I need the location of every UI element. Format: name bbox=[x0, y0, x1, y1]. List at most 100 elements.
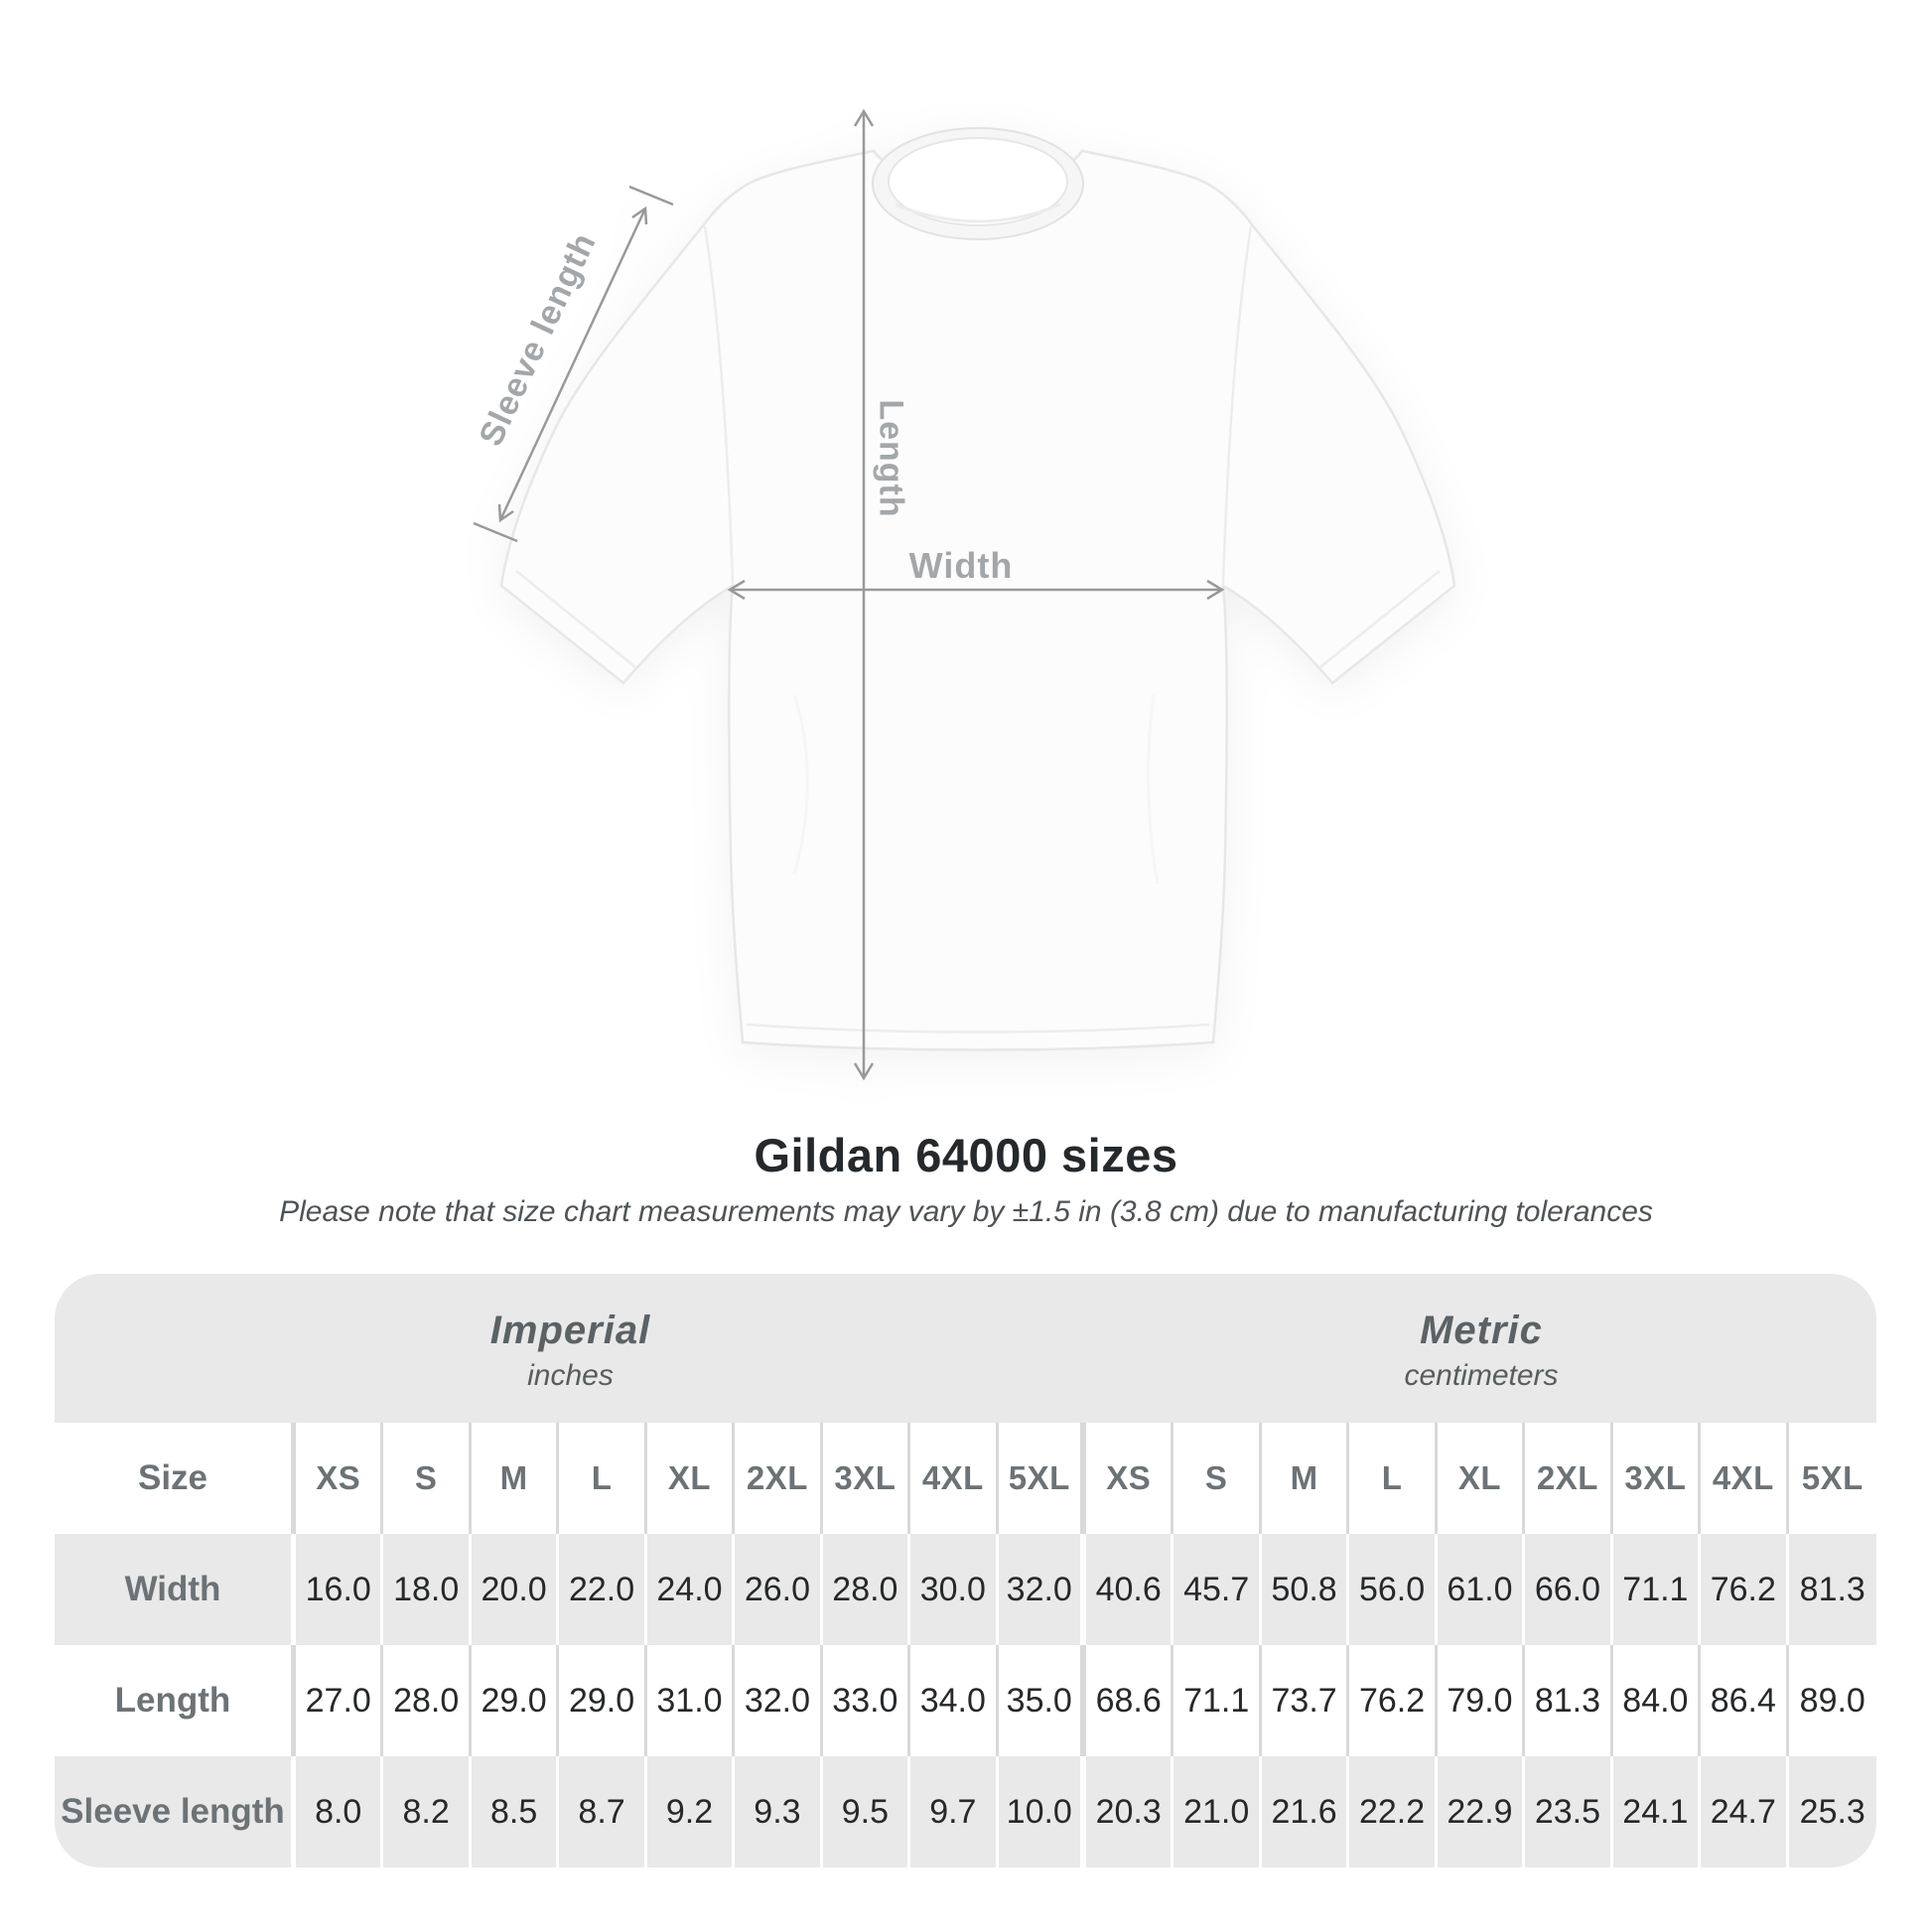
value-cell: 76.2 bbox=[1701, 1534, 1789, 1645]
page-title: Gildan 64000 sizes bbox=[754, 1129, 1178, 1181]
size-header: 2XL bbox=[1525, 1423, 1613, 1534]
size-header: S bbox=[383, 1423, 472, 1534]
value-cell: 9.2 bbox=[646, 1756, 736, 1867]
value-cell: 35.0 bbox=[998, 1645, 1086, 1756]
value-cell: 66.0 bbox=[1525, 1534, 1613, 1645]
value-cell: 89.0 bbox=[1788, 1645, 1876, 1756]
shirt-seams bbox=[515, 225, 1441, 1034]
value-cell: 84.0 bbox=[1612, 1645, 1702, 1756]
value-cell: 32.0 bbox=[735, 1645, 823, 1756]
table-row-length: Length 27.0 28.0 29.0 29.0 31.0 32.0 33.… bbox=[55, 1645, 1876, 1756]
value-cell: 28.0 bbox=[822, 1534, 911, 1645]
value-cell: 33.0 bbox=[822, 1645, 911, 1756]
value-cell: 8.5 bbox=[471, 1756, 560, 1867]
value-cell: 71.1 bbox=[1612, 1534, 1702, 1645]
value-cell: 50.8 bbox=[1261, 1534, 1350, 1645]
value-cell: 32.0 bbox=[998, 1534, 1086, 1645]
value-cell: 30.0 bbox=[910, 1534, 999, 1645]
value-cell: 34.0 bbox=[910, 1645, 999, 1756]
value-cell: 73.7 bbox=[1261, 1645, 1350, 1756]
size-header: 4XL bbox=[910, 1423, 999, 1534]
imperial-header: Imperial inches bbox=[55, 1274, 1086, 1423]
size-header: M bbox=[471, 1423, 560, 1534]
size-header: XS bbox=[1085, 1423, 1174, 1534]
value-cell: 81.3 bbox=[1788, 1534, 1876, 1645]
value-cell: 29.0 bbox=[471, 1645, 560, 1756]
tshirt-graphic bbox=[473, 108, 1456, 1081]
value-cell: 18.0 bbox=[383, 1534, 472, 1645]
value-cell: 22.0 bbox=[559, 1534, 647, 1645]
value-cell: 29.0 bbox=[559, 1645, 647, 1756]
imperial-title: Imperial bbox=[489, 1308, 651, 1352]
size-column-header: Size bbox=[55, 1423, 296, 1534]
value-cell: 8.0 bbox=[296, 1756, 384, 1867]
value-cell: 9.7 bbox=[910, 1756, 999, 1867]
size-header: XL bbox=[646, 1423, 736, 1534]
size-header: M bbox=[1261, 1423, 1350, 1534]
width-measure-arrow bbox=[727, 579, 1225, 601]
unit-header-band: Imperial inches Metric centimeters bbox=[55, 1274, 1876, 1423]
size-header: 3XL bbox=[1612, 1423, 1702, 1534]
collar-shadow bbox=[895, 203, 1061, 223]
value-cell: 61.0 bbox=[1437, 1534, 1526, 1645]
size-header: XL bbox=[1437, 1423, 1526, 1534]
value-cell: 8.2 bbox=[383, 1756, 472, 1867]
metric-header: Metric centimeters bbox=[1086, 1274, 1876, 1423]
size-header: L bbox=[1349, 1423, 1438, 1534]
value-cell: 20.3 bbox=[1085, 1756, 1174, 1867]
value-cell: 21.0 bbox=[1173, 1756, 1262, 1867]
page-subtitle: Please note that size chart measurements… bbox=[279, 1195, 1653, 1228]
value-cell: 31.0 bbox=[646, 1645, 736, 1756]
value-cell: 20.0 bbox=[471, 1534, 560, 1645]
value-cell: 22.9 bbox=[1437, 1756, 1526, 1867]
value-cell: 21.6 bbox=[1261, 1756, 1350, 1867]
size-header: XS bbox=[296, 1423, 384, 1534]
tshirt-measurement-figure: Sleeve length Length Width bbox=[472, 108, 1456, 1081]
imperial-unit: inches bbox=[527, 1358, 614, 1392]
length-label: Length bbox=[872, 399, 910, 518]
row-label: Width bbox=[55, 1534, 296, 1645]
value-cell: 27.0 bbox=[296, 1645, 384, 1756]
sleeve-length-measure-arrow bbox=[473, 185, 674, 543]
value-cell: 45.7 bbox=[1173, 1534, 1262, 1645]
value-cell: 71.1 bbox=[1173, 1645, 1262, 1756]
size-header: 5XL bbox=[1788, 1423, 1876, 1534]
size-header: S bbox=[1173, 1423, 1262, 1534]
value-cell: 40.6 bbox=[1085, 1534, 1174, 1645]
size-table: Imperial inches Metric centimeters Size … bbox=[55, 1274, 1876, 1867]
value-cell: 86.4 bbox=[1701, 1645, 1789, 1756]
value-cell: 26.0 bbox=[735, 1534, 823, 1645]
width-label: Width bbox=[908, 545, 1014, 586]
size-header: 3XL bbox=[822, 1423, 911, 1534]
tshirt-body bbox=[499, 149, 1456, 1051]
size-header: L bbox=[559, 1423, 647, 1534]
value-cell: 79.0 bbox=[1437, 1645, 1526, 1756]
value-cell: 22.2 bbox=[1349, 1756, 1438, 1867]
value-cell: 68.6 bbox=[1085, 1645, 1174, 1756]
table-row-width: Width 16.0 18.0 20.0 22.0 24.0 26.0 28.0… bbox=[55, 1534, 1876, 1645]
size-header: 4XL bbox=[1701, 1423, 1789, 1534]
table-row-sleeve-length: Sleeve length 8.0 8.2 8.5 8.7 9.2 9.3 9.… bbox=[55, 1756, 1876, 1867]
row-label: Sleeve length bbox=[55, 1756, 296, 1867]
value-cell: 24.1 bbox=[1612, 1756, 1702, 1867]
value-cell: 24.7 bbox=[1701, 1756, 1789, 1867]
collar-inner bbox=[888, 137, 1068, 226]
row-label: Length bbox=[55, 1645, 296, 1756]
value-cell: 16.0 bbox=[296, 1534, 384, 1645]
value-cell: 23.5 bbox=[1525, 1756, 1613, 1867]
value-cell: 28.0 bbox=[383, 1645, 472, 1756]
value-cell: 56.0 bbox=[1349, 1534, 1438, 1645]
size-header: 2XL bbox=[735, 1423, 823, 1534]
value-cell: 76.2 bbox=[1349, 1645, 1438, 1756]
value-cell: 8.7 bbox=[559, 1756, 647, 1867]
value-cell: 9.5 bbox=[822, 1756, 911, 1867]
value-cell: 25.3 bbox=[1788, 1756, 1876, 1867]
value-cell: 81.3 bbox=[1525, 1645, 1613, 1756]
value-cell: 24.0 bbox=[646, 1534, 736, 1645]
size-header-row: Size XS S M L XL 2XL 3XL 4XL 5XL XS S M … bbox=[55, 1423, 1876, 1534]
metric-title: Metric bbox=[1420, 1308, 1543, 1352]
length-measure-arrow bbox=[853, 108, 875, 1081]
value-cell: 9.3 bbox=[735, 1756, 823, 1867]
value-cell: 10.0 bbox=[998, 1756, 1086, 1867]
